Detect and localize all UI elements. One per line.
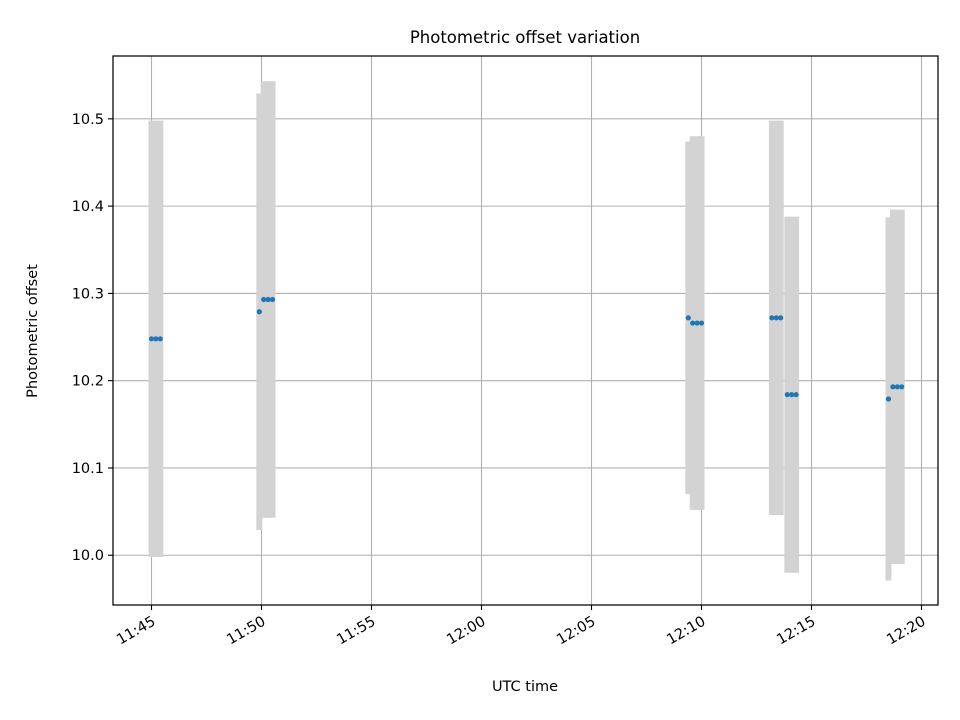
data-point — [894, 384, 900, 390]
chart-title: Photometric offset variation — [410, 28, 640, 47]
data-point — [899, 384, 905, 390]
plot-area-frame — [112, 55, 939, 606]
data-point — [769, 315, 775, 321]
y-tick-label: 10.5 — [72, 112, 104, 128]
y-axis-label: Photometric offset — [25, 264, 41, 398]
data-point — [793, 392, 799, 398]
data-point — [256, 309, 262, 315]
data-point — [778, 315, 784, 321]
data-point — [685, 315, 691, 321]
data-point — [157, 336, 163, 342]
y-tick-label: 10.1 — [72, 461, 104, 477]
data-point — [265, 296, 271, 303]
data-point — [269, 296, 276, 303]
y-axis-ticks: 10.0 10.1 10.2 10.3 10.4 10.5 — [72, 112, 113, 564]
data-point — [789, 392, 795, 398]
data-point — [690, 320, 696, 326]
data-point — [153, 336, 159, 342]
data-point — [890, 384, 896, 390]
data-point — [784, 392, 790, 398]
data-point — [885, 396, 892, 402]
y-tick-label: 10.2 — [72, 374, 104, 390]
data-points — [148, 296, 905, 402]
data-point — [261, 296, 267, 303]
data-point — [698, 320, 705, 326]
y-tick-label: 10.0 — [72, 548, 104, 564]
data-point — [148, 336, 155, 342]
y-tick-label: 10.3 — [72, 286, 104, 302]
data-point — [694, 320, 700, 326]
x-axis-label: UTC time — [492, 679, 558, 695]
data-point — [773, 315, 779, 321]
y-tick-label: 10.4 — [72, 199, 104, 215]
